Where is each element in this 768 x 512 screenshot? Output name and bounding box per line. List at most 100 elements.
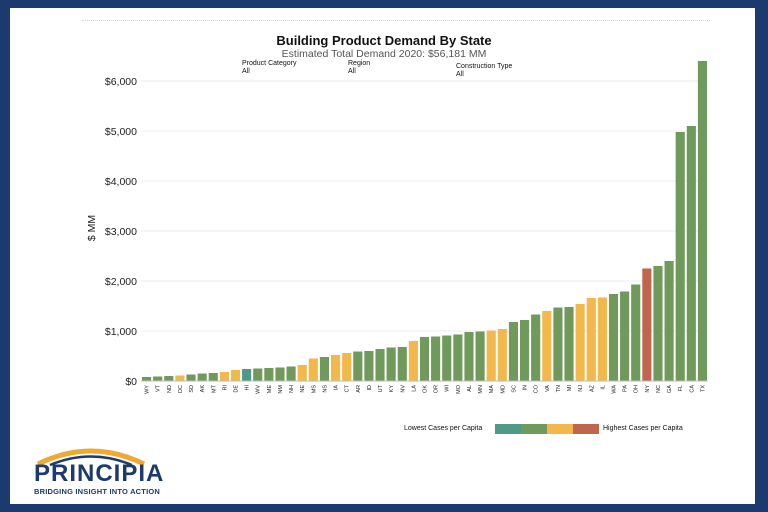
x-tick-label: AR (356, 385, 362, 393)
filter-value: All (348, 68, 356, 75)
bar (342, 353, 352, 381)
filter-label: Region (348, 60, 371, 67)
bar (153, 376, 163, 381)
bar (264, 368, 274, 381)
x-tick-label: MA (489, 385, 495, 394)
bar (531, 314, 541, 381)
x-tick-label: RI (222, 385, 228, 391)
x-tick-label: SC (511, 385, 517, 393)
x-tick-label: CT (345, 384, 351, 392)
bar (620, 291, 630, 381)
y-tick-label: $3,000 (105, 226, 137, 238)
legend-swatch-green (521, 424, 547, 434)
x-tick-label: VA (545, 385, 551, 392)
bar (697, 61, 707, 381)
bar (542, 311, 552, 381)
bar (142, 377, 152, 381)
x-tick-label: GA (667, 385, 673, 393)
bar (331, 355, 341, 381)
bar (286, 366, 296, 381)
x-tick-label: MT (211, 384, 217, 393)
bar (653, 266, 663, 381)
bar (675, 132, 685, 381)
bar (319, 357, 329, 381)
filter-construction-type[interactable]: Construction Type All (456, 63, 512, 79)
bar (631, 284, 641, 381)
x-tick-label: TX (700, 385, 706, 392)
x-tick-label: NY (645, 385, 651, 393)
x-tick-label: NM (278, 385, 284, 394)
x-tick-label: DE (234, 385, 240, 393)
logo-arc-icon (36, 448, 146, 466)
bar (497, 329, 507, 381)
y-tick-label: $4,000 (105, 176, 137, 188)
x-tick-label: CO (534, 384, 540, 393)
x-tick-label: FL (678, 385, 684, 391)
bar (686, 126, 696, 381)
legend-swatch-teal (495, 424, 521, 434)
logo-wordmark: PRINCIPIA (34, 460, 165, 487)
bar (364, 351, 374, 381)
x-tick-label: PA (623, 385, 629, 392)
bar (297, 365, 307, 381)
bar (197, 373, 207, 381)
bar (164, 376, 174, 381)
legend-low-label: Lowest Cases per Capita (404, 425, 483, 432)
bar (431, 336, 441, 381)
bar (219, 372, 229, 381)
bar (375, 349, 385, 381)
bar (520, 320, 530, 381)
bar (408, 341, 418, 381)
color-legend (495, 424, 599, 434)
filter-product-category[interactable]: Product Category All (242, 60, 296, 76)
y-tick-label: $5,000 (105, 126, 137, 138)
bar (386, 347, 396, 381)
x-tick-label: VT (156, 384, 162, 392)
legend-swatch-yellow (547, 424, 573, 434)
x-tick-label: UT (378, 384, 384, 392)
bar (486, 330, 496, 381)
bar (419, 337, 430, 381)
x-tick-label: WI (445, 385, 451, 392)
bar-chart: $0 $1,000 $2,000 $3,000 $4,000 $5,000 $6,000 $ … (86, 61, 708, 394)
filter-region[interactable]: Region All (348, 60, 370, 76)
x-tick-label: NS (322, 385, 328, 393)
x-tick-label: ME (267, 385, 273, 394)
filter-value: All (456, 71, 464, 78)
x-tick-label: ID (367, 385, 373, 391)
x-tick-label: IL (600, 385, 606, 390)
chart-subtitle: Estimated Total Demand 2020: $56,181 MM (281, 48, 487, 60)
x-tick-label: MD (500, 385, 506, 394)
x-tick-label: MN (478, 385, 484, 394)
bar (208, 373, 218, 381)
bar (397, 347, 407, 381)
bar (308, 358, 318, 381)
chart-title: Building Product Demand By State (276, 33, 492, 48)
x-tick-label: MO (456, 384, 462, 394)
x-tick-label: NE (300, 385, 306, 393)
legend-high-label: Highest Cases per Capita (603, 425, 683, 432)
x-tick-label: TN (556, 385, 562, 392)
x-tick-label: LA (411, 385, 417, 392)
x-tick-label: AL (467, 385, 473, 392)
bar (475, 331, 485, 381)
x-tick-label: AZ (589, 384, 595, 392)
x-tick-label: MI (567, 385, 573, 392)
bar (253, 368, 263, 381)
x-tick-label: WA (612, 385, 618, 394)
bar (575, 304, 585, 381)
x-tick-label: IA (334, 385, 340, 391)
filter-value: All (242, 68, 250, 75)
x-tick-label: WY (145, 385, 151, 394)
bar (353, 351, 363, 381)
x-tick-label: KY (389, 385, 395, 393)
x-tick-label: HI (245, 385, 251, 391)
x-tick-label: DC (178, 385, 184, 393)
x-tick-label: CA (689, 385, 695, 393)
bar (230, 370, 241, 381)
y-axis-label: $ MM (86, 215, 98, 241)
bar (608, 294, 619, 381)
x-tick-label: OH (634, 385, 640, 393)
y-tick-label: $2,000 (105, 276, 137, 288)
y-tick-label: $0 (125, 376, 137, 388)
